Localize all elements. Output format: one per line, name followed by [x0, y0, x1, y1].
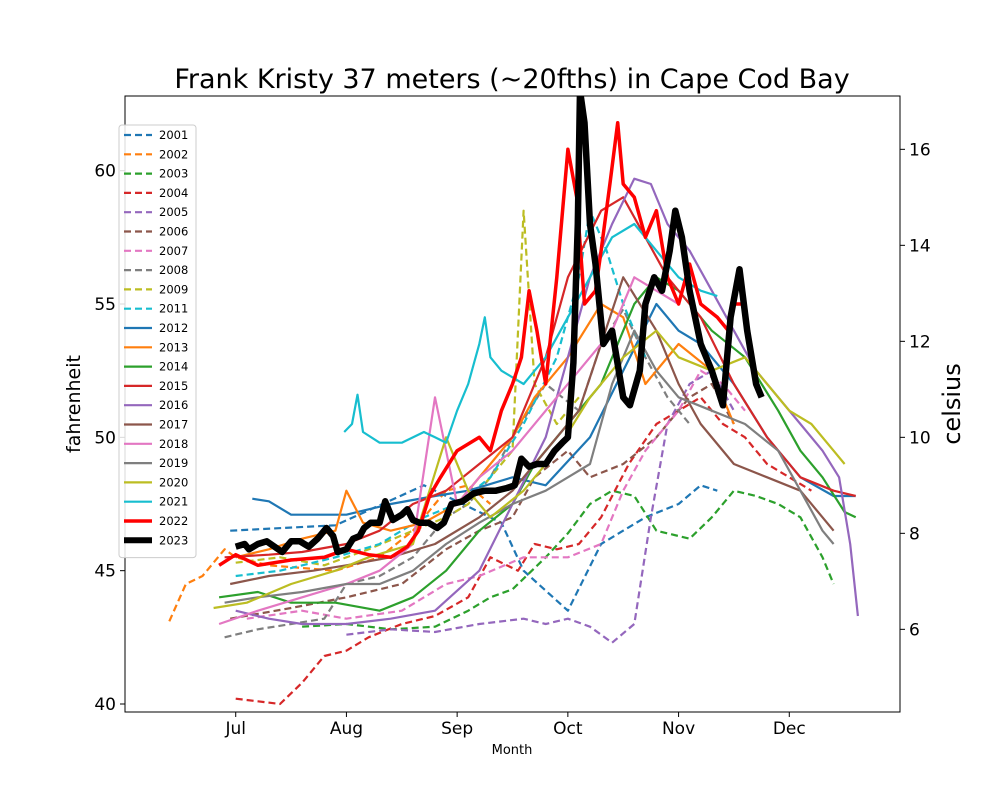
legend-label-2003: 2003: [159, 167, 188, 181]
x-tick-label: Nov: [662, 719, 695, 739]
y-axis-label-right: celsius: [938, 363, 966, 445]
legend-label-2005: 2005: [159, 205, 188, 219]
series-line-2006: [230, 382, 735, 620]
legend-label-2008: 2008: [159, 263, 188, 277]
series-line-2016: [235, 177, 859, 626]
legend-label-2007: 2007: [159, 244, 188, 258]
y-right-tick-label: 10: [909, 428, 931, 448]
legend-label-2020: 2020: [159, 475, 188, 489]
legend-label-2018: 2018: [159, 437, 188, 451]
legend-label-2022: 2022: [159, 514, 188, 528]
series-line-2003: [302, 489, 835, 631]
legend-box: [118, 124, 197, 559]
legend-label-2009: 2009: [159, 282, 188, 296]
legend-label-2013: 2013: [159, 340, 188, 354]
series-line-2001: [230, 484, 718, 612]
legend-label-2006: 2006: [159, 225, 188, 239]
legend-label-2016: 2016: [159, 398, 188, 412]
series-line-2013: [235, 302, 735, 559]
y-tick-label: 50: [94, 428, 116, 448]
x-tick-label: Sep: [441, 719, 473, 739]
legend-label-2014: 2014: [159, 360, 188, 374]
x-axis-label: Month: [492, 743, 533, 758]
series-line-2014: [218, 276, 857, 612]
legend-label-2015: 2015: [159, 379, 188, 393]
legend-label-2004: 2004: [159, 186, 188, 200]
series-line-2022: [218, 120, 745, 568]
y-tick-label: 45: [94, 562, 116, 582]
legend-label-2001: 2001: [159, 128, 188, 142]
series-layer: [168, 96, 859, 706]
legend-label-2012: 2012: [159, 321, 188, 335]
series-line-2007: [246, 369, 746, 620]
series-line-2011: [235, 209, 647, 578]
series-line-2020: [213, 329, 846, 610]
y-axis-label-left: fahrenheit: [63, 355, 85, 453]
legend-label-2021: 2021: [159, 495, 188, 509]
series-line-2023: [234, 96, 765, 556]
legend-label-2011: 2011: [159, 302, 188, 316]
y-tick-label: 55: [94, 295, 116, 315]
axis-layer: Jul Aug Sep Oct Nov Dec 40 45 50 55 60 6 8 10 12 14 16: [94, 140, 930, 739]
x-tick-label: Jul: [224, 719, 246, 739]
series-line-2019: [224, 329, 835, 604]
legend-label-2017: 2017: [159, 418, 188, 432]
series-line-2004: [235, 396, 812, 706]
x-tick-label: Oct: [553, 719, 583, 739]
chart-title: Frank Kristy 37 meters (~20fths) in Cape…: [174, 64, 849, 95]
x-tick-label: Aug: [330, 719, 363, 739]
legend-label-2023: 2023: [159, 533, 188, 547]
y-right-tick-label: 16: [909, 140, 931, 160]
legend-label-2019: 2019: [159, 456, 188, 470]
y-tick-label: 40: [94, 695, 116, 715]
y-right-tick-label: 8: [909, 524, 920, 544]
y-tick-label: 60: [94, 162, 116, 182]
legend-label-2002: 2002: [159, 147, 188, 161]
y-right-tick-label: 12: [909, 332, 931, 352]
series-line-2005: [346, 369, 735, 644]
legend: 2001 2002 2003 2004 2005 2006 2007 2008 2009 2011…: [118, 124, 197, 559]
y-right-tick-label: 14: [909, 236, 931, 256]
x-tick-label: Dec: [773, 719, 806, 739]
y-right-tick-label: 6: [909, 620, 920, 640]
series-line-2021: [343, 222, 718, 444]
